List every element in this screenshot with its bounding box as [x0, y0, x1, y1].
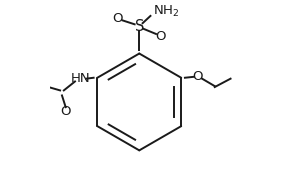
Text: HN: HN — [71, 72, 90, 85]
Text: O: O — [60, 105, 71, 118]
Text: O: O — [113, 12, 123, 25]
Text: NH$_2$: NH$_2$ — [153, 4, 180, 19]
Text: O: O — [156, 30, 166, 43]
Text: S: S — [135, 19, 144, 34]
Text: O: O — [193, 70, 203, 83]
